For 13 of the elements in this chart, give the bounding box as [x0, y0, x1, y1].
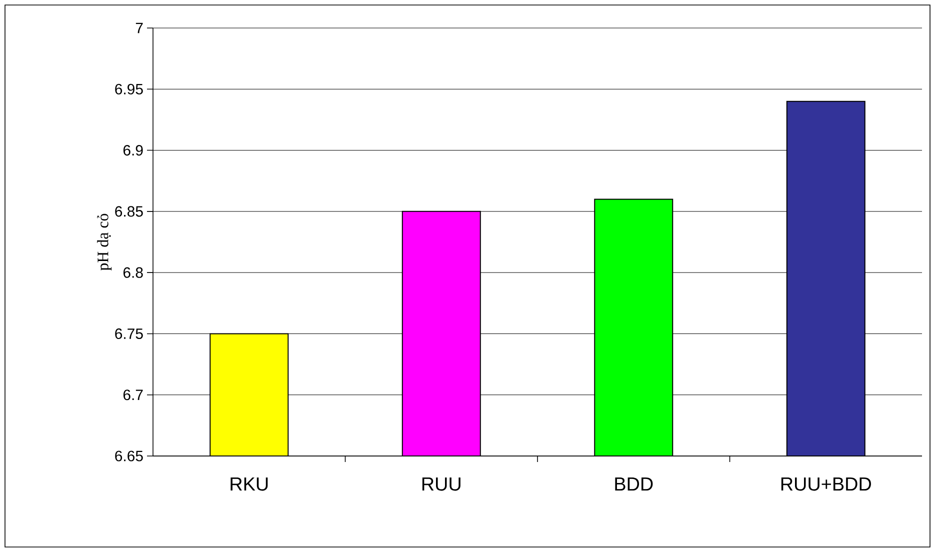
y-axis-title: pH dạ cỏ: [97, 214, 112, 271]
y-tick-label: 6.75: [115, 328, 143, 339]
y-tick-label: 6.7: [123, 390, 143, 400]
y-tick-label: 6.8: [123, 267, 143, 278]
x-tick-label: BDD: [615, 478, 653, 491]
y-tick-label: 6.9: [123, 144, 143, 156]
y-tick-label: 7: [136, 22, 143, 34]
y-tick-label: 6.95: [115, 84, 143, 94]
y-tick-label: 6.85: [115, 206, 143, 217]
y-tick-label: 6.65: [115, 450, 143, 462]
x-tick-label: RUU: [422, 478, 460, 491]
x-tick-label: RUU+BDD: [781, 478, 871, 491]
x-tick-label: RKU: [230, 478, 268, 491]
